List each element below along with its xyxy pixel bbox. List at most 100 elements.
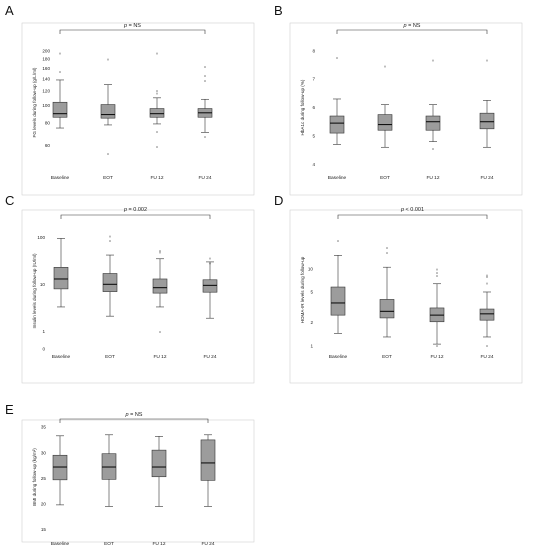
box-fu-12: °° (425, 60, 441, 154)
panel-a: A FG levels during follow-up (g/L/ml) 200 1… (5, 3, 255, 196)
significance-bracket (336, 29, 488, 34)
y-tick-label: 100 (37, 235, 45, 240)
panel-c: C Insulin levels during follow-up (IU/ml)… (5, 193, 255, 384)
box-fu-24: °°°° (197, 66, 213, 142)
box-fu-12: °°°° (429, 268, 445, 351)
y-tick-label: 120 (42, 89, 50, 94)
x-tick-label: FU 24 (198, 175, 211, 181)
y-axis-label: BMI during follow-up (kg/m²) (32, 448, 37, 506)
x-tick-label: FU 24 (480, 354, 493, 360)
x-tick-label: FU 12 (426, 175, 439, 181)
y-tick-label: 30 (41, 450, 47, 455)
plot-frame (289, 22, 523, 196)
y-tick-label: 100 (42, 103, 50, 108)
x-tick-label: FU 12 (152, 541, 165, 547)
plot-frame (289, 209, 523, 384)
x-tick-label: Baseline (51, 175, 70, 181)
x-tick-label: EOT (104, 541, 114, 547)
x-tick-label: Baseline (328, 175, 347, 181)
outlier-marker: ° (156, 52, 158, 58)
p-value: = NS (129, 412, 143, 418)
iqr-box (149, 108, 165, 118)
x-tick-label: FU 24 (201, 541, 214, 547)
outlier-marker: ° (204, 75, 206, 81)
outlier-marker: ° (486, 345, 488, 351)
iqr-box (102, 273, 118, 292)
box-baseline: ° (330, 240, 346, 334)
y-tick-label: 180 (42, 57, 50, 62)
iqr-box (479, 308, 495, 321)
outlier-marker: ° (59, 52, 61, 58)
outlier-marker: ° (486, 276, 488, 282)
panel-letter: C (5, 193, 14, 208)
x-tick-label: FU 12 (430, 354, 443, 360)
significance-bracket (60, 214, 211, 219)
y-tick-label: 20 (41, 501, 47, 506)
outlier-marker: ° (156, 93, 158, 99)
y-tick-label: 25 (41, 476, 47, 481)
outlier-marker: ° (59, 71, 61, 77)
outlier-marker: ° (486, 274, 488, 280)
outlier-marker: ° (386, 252, 388, 258)
iqr-box (425, 115, 441, 131)
iqr-box (52, 101, 68, 118)
box-baseline (53, 238, 69, 308)
significance-label: p = NS (123, 23, 141, 29)
box-fu-12: °°° (152, 250, 168, 337)
y-tick-label: 140 (42, 76, 50, 81)
iqr-box (329, 115, 345, 134)
iqr-box (152, 278, 168, 294)
y-tick-label: 160 (42, 66, 50, 71)
box-fu-24: °°°° (479, 274, 495, 351)
outlier-marker: ° (436, 345, 438, 351)
significance-label: p < 0.001 (400, 207, 424, 213)
significance-label: p = 0.002 (123, 207, 147, 213)
box-fu-24: °° (202, 258, 218, 319)
y-tick-label: 5 (310, 290, 313, 295)
panel-d: D HOMA-IR levels during follow-up 10 5 2 1 p <… (274, 193, 523, 384)
y-tick-label: 0 (42, 347, 45, 352)
box-eot: ° (377, 65, 393, 148)
x-tick-label: FU 12 (150, 175, 163, 181)
x-tick-label: Baseline (329, 354, 348, 360)
outlier-marker: ° (204, 80, 206, 86)
y-axis-label: FG levels during follow-up (g/L/ml) (32, 67, 37, 137)
outlier-marker: ° (109, 236, 111, 242)
outlier-marker: ° (159, 250, 161, 256)
y-tick-label: 10 (308, 266, 314, 271)
iqr-box (151, 449, 167, 478)
iqr-box (53, 267, 69, 290)
x-tick-label: EOT (105, 354, 115, 360)
significance-label: p = NS (403, 23, 421, 29)
outlier-marker: ° (432, 60, 434, 66)
iqr-box (202, 279, 218, 293)
y-tick-label: 200 (42, 48, 50, 53)
iqr-box (379, 299, 395, 319)
box-eot: °° (100, 58, 116, 159)
outlier-marker: ° (107, 153, 109, 159)
y-tick-label: 2 (310, 320, 313, 325)
outlier-marker: ° (156, 90, 158, 96)
y-tick-label: 6 (312, 105, 315, 110)
iqr-box (377, 114, 393, 131)
outlier-marker: ° (336, 57, 338, 63)
panel-e: E BMI during follow-up (kg/m²) 35 30 25 20 15 p… (5, 402, 255, 547)
outlier-marker: ° (109, 240, 111, 246)
outlier-marker: ° (107, 58, 109, 64)
iqr-box (100, 104, 116, 119)
panel-letter: B (274, 3, 283, 18)
p-symbol: p (403, 23, 407, 29)
box-baseline (52, 435, 68, 506)
x-tick-label: FU 24 (203, 354, 216, 360)
p-value: < 0.001 (404, 207, 424, 213)
y-tick-label: 5 (312, 134, 315, 139)
y-tick-label: 80 (45, 121, 51, 126)
x-tick-label: FU 12 (153, 354, 166, 360)
y-axis-label: HbA1c during follow-up (%) (300, 79, 305, 135)
p-symbol: p (400, 207, 404, 213)
y-tick-label: 60 (45, 143, 51, 148)
outlier-marker: ° (432, 148, 434, 154)
box-fu-24: ° (479, 60, 495, 148)
x-tick-label: Baseline (51, 541, 70, 547)
